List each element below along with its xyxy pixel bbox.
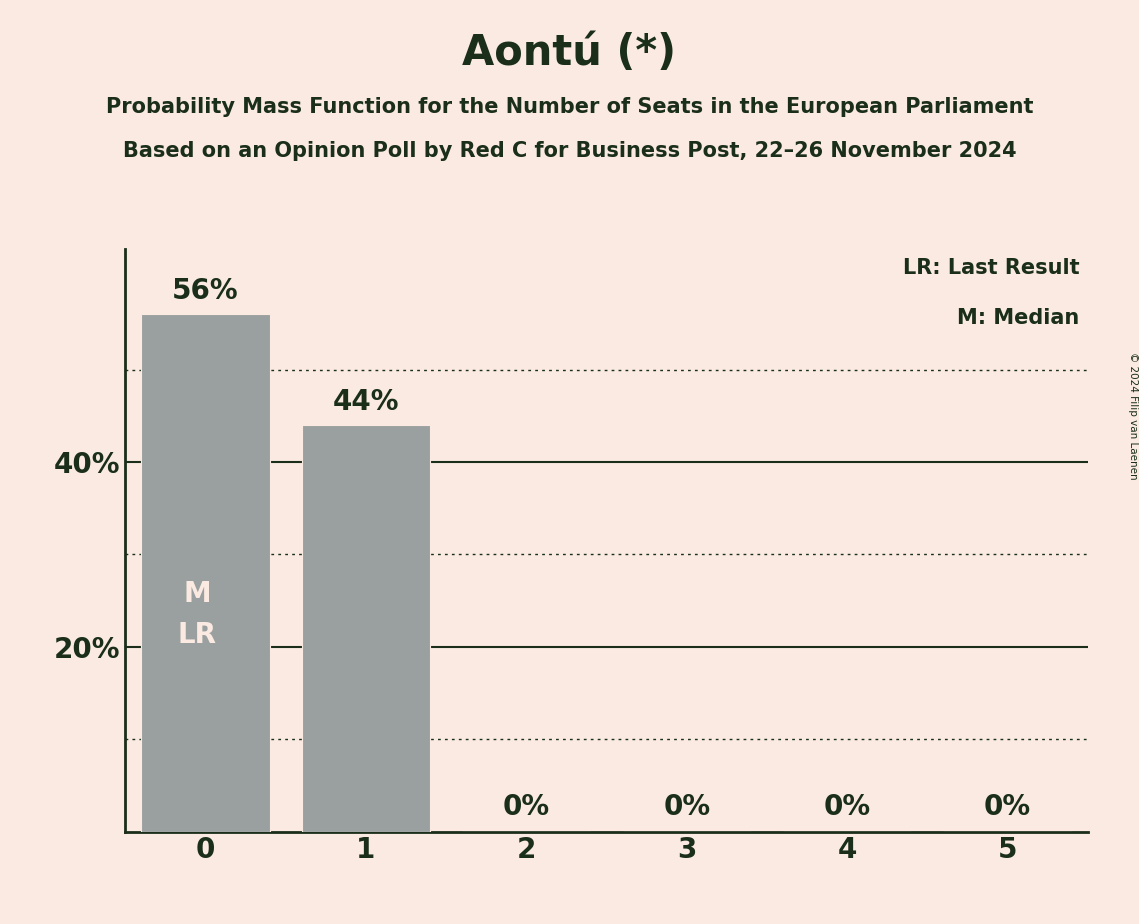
Text: 0%: 0% [984, 793, 1031, 821]
Text: M
LR: M LR [178, 579, 216, 649]
Text: 44%: 44% [333, 388, 399, 416]
Text: Aontú (*): Aontú (*) [462, 32, 677, 74]
Text: M: Median: M: Median [958, 308, 1080, 328]
Text: 56%: 56% [172, 277, 239, 305]
Text: 0%: 0% [502, 793, 550, 821]
Text: Probability Mass Function for the Number of Seats in the European Parliament: Probability Mass Function for the Number… [106, 97, 1033, 117]
Bar [302, 425, 431, 832]
Bar [141, 314, 270, 832]
Text: 0%: 0% [663, 793, 711, 821]
Text: © 2024 Filip van Laenen: © 2024 Filip van Laenen [1129, 352, 1138, 480]
Text: LR: Last Result: LR: Last Result [903, 258, 1080, 278]
Text: Based on an Opinion Poll by Red C for Business Post, 22–26 November 2024: Based on an Opinion Poll by Red C for Bu… [123, 141, 1016, 162]
Text: 0%: 0% [823, 793, 870, 821]
